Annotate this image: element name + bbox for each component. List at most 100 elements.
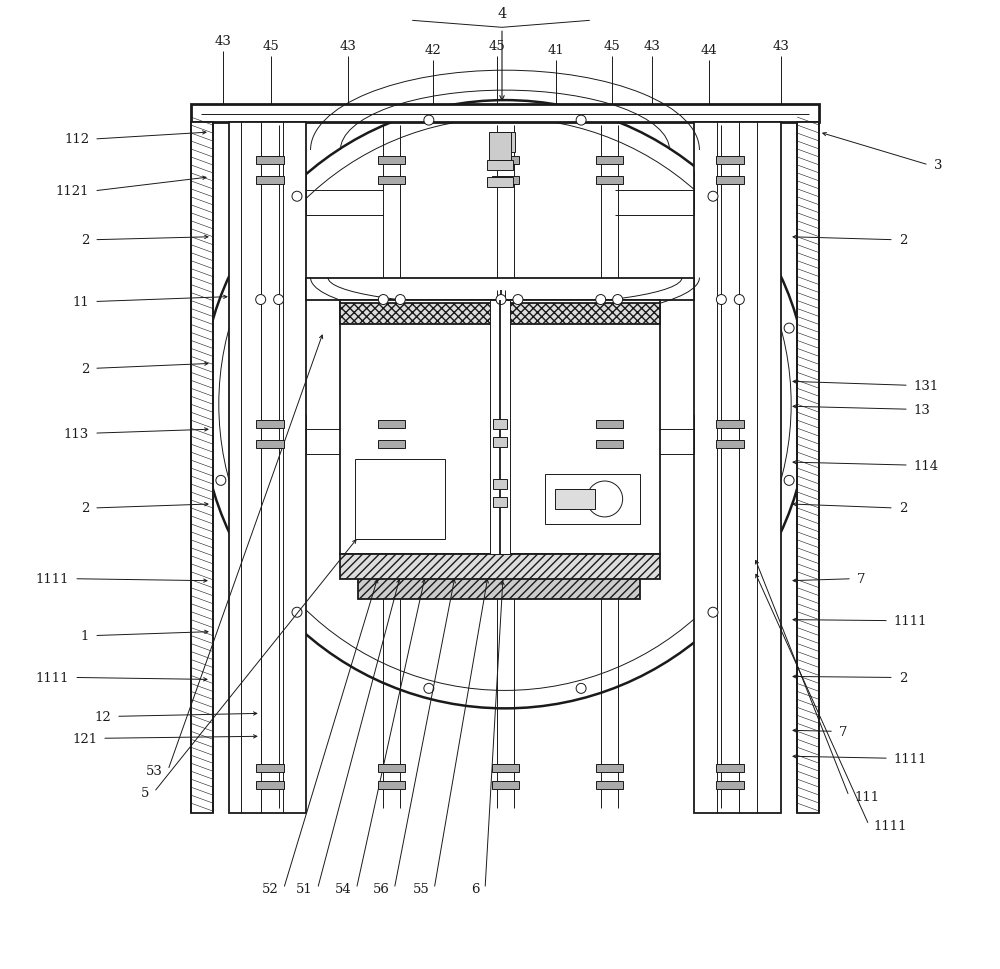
Bar xyxy=(797,123,819,813)
Bar xyxy=(492,157,519,165)
Text: 2: 2 xyxy=(81,362,89,375)
Circle shape xyxy=(513,296,523,305)
Bar xyxy=(716,157,744,165)
Text: 2: 2 xyxy=(899,234,907,247)
Bar xyxy=(229,123,306,813)
Text: 7: 7 xyxy=(857,573,865,585)
Bar xyxy=(191,105,819,123)
Text: 3: 3 xyxy=(934,159,942,172)
Text: 42: 42 xyxy=(425,44,442,57)
Circle shape xyxy=(424,684,434,694)
Circle shape xyxy=(256,296,266,305)
Bar xyxy=(378,441,405,449)
Circle shape xyxy=(292,608,302,617)
Text: 2: 2 xyxy=(81,234,89,247)
Text: 1111: 1111 xyxy=(36,573,69,585)
Circle shape xyxy=(378,296,388,305)
Text: 12: 12 xyxy=(94,710,111,723)
Bar xyxy=(358,578,640,599)
Circle shape xyxy=(784,476,794,485)
Text: 52: 52 xyxy=(262,883,279,895)
Text: 1121: 1121 xyxy=(56,185,89,198)
Bar xyxy=(340,303,660,326)
Bar xyxy=(340,554,660,579)
Bar xyxy=(378,157,405,165)
Text: 1111: 1111 xyxy=(894,752,927,765)
Circle shape xyxy=(576,116,586,126)
Circle shape xyxy=(216,476,226,485)
Bar xyxy=(492,765,519,772)
Bar xyxy=(596,781,623,790)
Circle shape xyxy=(587,482,623,517)
Text: 112: 112 xyxy=(64,134,89,146)
Bar xyxy=(493,497,507,508)
Circle shape xyxy=(613,296,623,305)
Text: 45: 45 xyxy=(489,40,505,52)
Circle shape xyxy=(784,324,794,333)
Bar xyxy=(492,781,519,790)
Text: 44: 44 xyxy=(701,44,718,57)
Text: 43: 43 xyxy=(773,40,790,52)
Circle shape xyxy=(292,192,302,202)
Bar xyxy=(492,176,519,185)
Bar xyxy=(716,176,744,185)
Text: 2: 2 xyxy=(899,672,907,684)
Bar xyxy=(596,176,623,185)
Text: 45: 45 xyxy=(603,40,620,52)
Circle shape xyxy=(708,608,718,617)
Bar xyxy=(256,765,284,772)
Text: 114: 114 xyxy=(914,459,939,472)
Text: 55: 55 xyxy=(412,883,429,895)
Circle shape xyxy=(395,296,405,305)
Text: 121: 121 xyxy=(72,732,97,745)
Bar xyxy=(191,123,213,813)
Text: 4: 4 xyxy=(497,8,507,21)
Bar xyxy=(378,421,405,428)
Bar xyxy=(545,475,640,524)
Text: 56: 56 xyxy=(372,883,389,895)
Bar xyxy=(493,420,507,429)
Bar xyxy=(596,157,623,165)
Bar xyxy=(256,157,284,165)
Text: 54: 54 xyxy=(335,883,351,895)
Bar xyxy=(489,133,511,161)
Bar xyxy=(256,781,284,790)
Bar xyxy=(490,300,510,554)
Bar xyxy=(596,765,623,772)
Circle shape xyxy=(496,296,506,305)
Text: 2: 2 xyxy=(899,502,907,515)
Text: 43: 43 xyxy=(214,35,231,47)
Text: 11: 11 xyxy=(72,296,89,309)
Bar xyxy=(256,176,284,185)
Bar xyxy=(378,781,405,790)
Bar xyxy=(493,480,507,489)
Bar xyxy=(256,441,284,449)
Bar xyxy=(355,459,445,540)
Circle shape xyxy=(734,296,744,305)
Circle shape xyxy=(708,192,718,202)
Text: 13: 13 xyxy=(914,403,931,417)
Bar xyxy=(378,176,405,185)
Text: 6: 6 xyxy=(472,883,480,895)
Bar xyxy=(555,489,595,510)
Circle shape xyxy=(576,684,586,694)
Bar xyxy=(716,781,744,790)
Bar xyxy=(716,421,744,428)
Bar xyxy=(596,421,623,428)
Circle shape xyxy=(274,296,284,305)
Bar xyxy=(378,765,405,772)
Circle shape xyxy=(219,119,791,691)
Text: 2: 2 xyxy=(81,502,89,515)
Text: 7: 7 xyxy=(839,725,848,738)
Bar xyxy=(716,441,744,449)
Circle shape xyxy=(201,101,809,708)
Bar xyxy=(493,438,507,448)
Circle shape xyxy=(716,296,726,305)
Text: 1111: 1111 xyxy=(874,819,907,831)
Bar xyxy=(340,300,660,554)
Text: 5: 5 xyxy=(141,786,149,798)
Bar xyxy=(500,133,515,153)
Text: 43: 43 xyxy=(643,40,660,52)
Bar xyxy=(716,765,744,772)
Text: 53: 53 xyxy=(146,764,163,777)
